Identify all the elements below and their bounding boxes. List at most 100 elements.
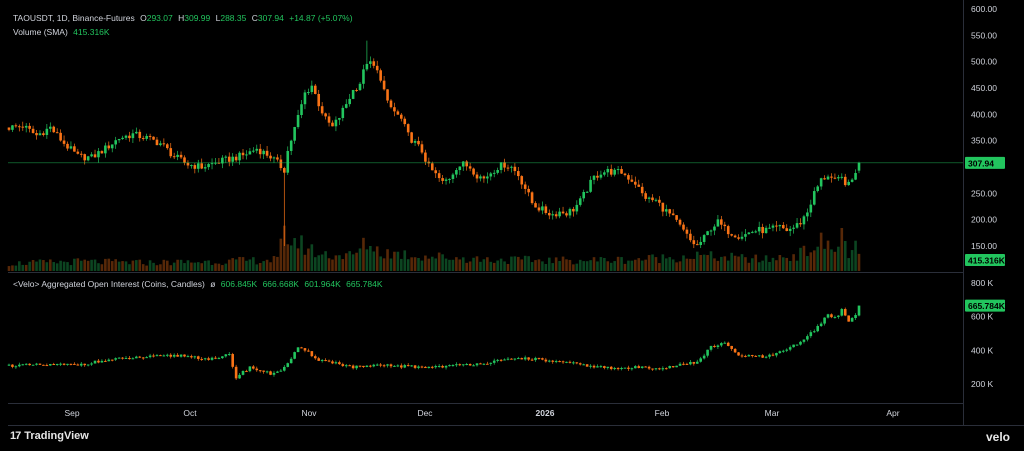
volume-bar: [365, 249, 369, 271]
oi-candle: [675, 365, 678, 368]
price-candle: [465, 161, 468, 167]
price-candle: [599, 174, 603, 178]
oi-candle: [389, 364, 393, 367]
volume-bar: [575, 263, 579, 271]
price-candle: [245, 154, 248, 156]
volume-bar: [472, 257, 475, 271]
price-candle: [169, 148, 173, 157]
price-candle: [850, 179, 854, 182]
price-candle: [217, 162, 221, 164]
price-candle: [279, 159, 283, 169]
tradingview-logo[interactable]: 17 TradingView: [10, 430, 89, 442]
price-candle: [720, 219, 723, 225]
oi-candle: [169, 354, 173, 357]
oi-candle: [448, 365, 451, 367]
price-candle: [38, 133, 42, 136]
price-candle: [589, 179, 592, 192]
volume-bar: [468, 261, 472, 271]
volume-bar: [830, 249, 833, 271]
oi-candle: [372, 364, 376, 367]
price-candle: [14, 125, 18, 127]
volume-bar: [90, 259, 93, 271]
volume-bar: [427, 258, 431, 271]
volume-bar: [55, 263, 59, 271]
price-tick-label: 500.00: [971, 57, 997, 67]
price-candle: [675, 215, 678, 220]
volume-bar: [107, 258, 111, 271]
price-candle: [114, 140, 117, 145]
price-candle: [781, 225, 785, 229]
oi-candle: [424, 366, 427, 369]
oi-candle: [775, 353, 778, 356]
oi-candle: [241, 370, 245, 375]
oi-candle: [104, 360, 107, 362]
oi-candle: [351, 365, 355, 369]
price-candle: [441, 178, 444, 181]
time-tick-label: Feb: [655, 408, 670, 418]
oi-candle: [726, 342, 730, 346]
oi-candle: [107, 359, 111, 362]
volume-bar: [695, 251, 699, 271]
oi-candle: [847, 315, 850, 322]
volume-bar: [537, 259, 541, 271]
volume-bar: [751, 258, 754, 271]
price-candle: [320, 106, 324, 114]
price-candle: [455, 170, 458, 175]
oi-candles: [7, 305, 861, 381]
price-tick-label: 550.00: [971, 30, 997, 40]
volume-bar: [320, 254, 324, 271]
oi-candle: [272, 372, 276, 375]
oi-candle: [637, 366, 641, 368]
volume-bar: [31, 260, 35, 271]
price-candle: [334, 119, 338, 127]
volume-bar: [269, 262, 272, 271]
price-candle: [740, 236, 744, 239]
volume-bar: [754, 254, 758, 271]
price-candle: [689, 233, 692, 241]
oi-candle: [97, 360, 100, 363]
open-value: 293.07: [146, 13, 173, 23]
price-tick-label: 350.00: [971, 136, 997, 146]
volume-bar: [379, 256, 382, 271]
oi-candle: [850, 318, 854, 322]
price-candle: [313, 85, 317, 94]
price-candle: [293, 127, 296, 141]
volume-bar: [393, 251, 396, 271]
oi-candle: [678, 363, 682, 366]
oi-candle: [823, 317, 826, 324]
price-candle: [382, 80, 386, 90]
volume-bar: [172, 262, 176, 271]
oi-candle: [723, 342, 727, 344]
price-tick-label: 200.00: [971, 215, 997, 225]
volume-bar: [702, 254, 706, 271]
oi-candle: [754, 355, 758, 357]
volume-bar: [682, 255, 685, 271]
oi-candle: [396, 365, 400, 367]
price-candle: [737, 237, 740, 239]
price-candle: [403, 118, 407, 125]
price-candle: [317, 93, 321, 107]
price-candle: [747, 232, 751, 235]
volume-bar: [48, 259, 52, 271]
volume-bar: [114, 259, 117, 271]
oi-candle: [854, 315, 857, 319]
volume-bar: [214, 263, 217, 271]
oi-candle: [186, 356, 190, 358]
oi-candle: [465, 363, 468, 365]
oi-candle: [145, 357, 148, 359]
oi-candle: [234, 366, 238, 379]
oi-candle: [437, 365, 441, 367]
price-candle: [48, 126, 52, 129]
oi-candle: [406, 365, 410, 367]
volume-bar: [547, 257, 551, 271]
volume-bar: [561, 256, 565, 271]
oi-candle: [427, 366, 431, 369]
price-tick-label: 450.00: [971, 83, 997, 93]
volume-bar: [279, 238, 283, 271]
price-candle: [69, 146, 73, 149]
volume-bar: [716, 260, 720, 271]
price-candle: [375, 65, 379, 71]
volume-bar: [771, 257, 775, 271]
oi-candle: [231, 354, 234, 367]
